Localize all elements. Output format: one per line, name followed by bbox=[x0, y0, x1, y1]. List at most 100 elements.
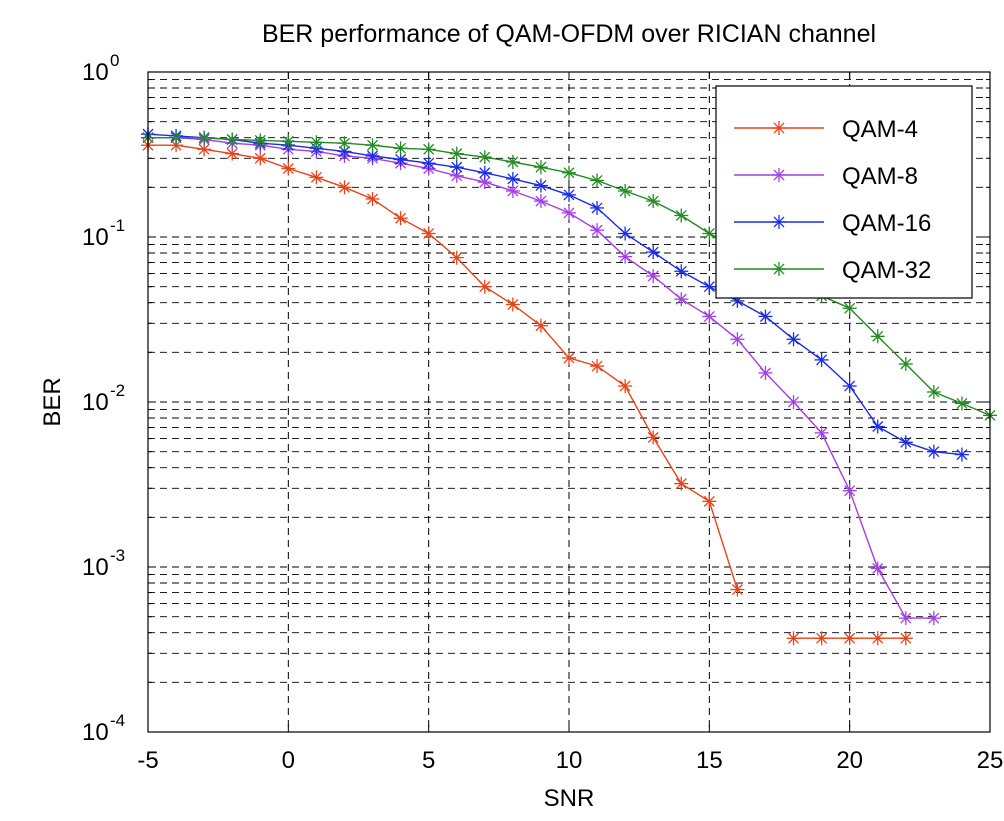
x-axis-label: SNR bbox=[544, 785, 595, 812]
data-point bbox=[730, 332, 745, 347]
y-tick-base: 10 bbox=[82, 224, 109, 251]
data-point bbox=[646, 194, 661, 209]
legend-entries: QAM-4 QAM-8 QAM-16 QAM-32 bbox=[734, 116, 931, 284]
x-tick-label: 10 bbox=[556, 747, 583, 774]
data-point bbox=[533, 194, 548, 209]
y-tick-label: 10 0 bbox=[82, 51, 119, 86]
data-point bbox=[814, 425, 829, 440]
data-point bbox=[169, 130, 184, 145]
legend-entry: QAM-32 bbox=[734, 257, 931, 284]
data-point bbox=[646, 430, 661, 445]
y-tick-exponent: -3 bbox=[110, 546, 125, 565]
data-point bbox=[702, 226, 717, 241]
data-point bbox=[393, 152, 408, 167]
data-point bbox=[562, 165, 576, 180]
y-tick-exponent: -2 bbox=[110, 381, 125, 400]
data-point bbox=[393, 141, 408, 156]
data-point bbox=[618, 379, 633, 394]
data-point bbox=[786, 332, 801, 347]
data-point bbox=[618, 249, 633, 264]
data-point bbox=[702, 494, 717, 509]
x-tick-label: -5 bbox=[137, 747, 158, 774]
x-tick-label: 0 bbox=[282, 747, 295, 774]
data-point bbox=[842, 483, 857, 498]
data-point bbox=[898, 611, 913, 626]
legend-marker bbox=[772, 262, 786, 276]
y-tick-label: 10 -1 bbox=[82, 216, 125, 251]
data-point bbox=[562, 350, 576, 365]
data-point bbox=[365, 191, 380, 206]
y-tick-label: 10 -4 bbox=[82, 711, 125, 746]
data-point bbox=[786, 395, 801, 409]
y-tick-exponent: -4 bbox=[110, 711, 125, 730]
data-point bbox=[337, 180, 352, 195]
data-point bbox=[449, 146, 464, 161]
data-point bbox=[505, 297, 520, 312]
data-point bbox=[926, 384, 941, 399]
legend-label: QAM-4 bbox=[842, 116, 918, 143]
series-layer bbox=[141, 127, 997, 646]
data-point bbox=[505, 184, 520, 199]
data-point bbox=[197, 130, 212, 145]
data-point bbox=[225, 132, 240, 147]
y-tick-label: 10 -2 bbox=[82, 381, 125, 416]
x-tick-label: 15 bbox=[696, 747, 723, 774]
legend-marker bbox=[772, 215, 786, 229]
data-point bbox=[449, 168, 464, 183]
data-point bbox=[449, 250, 464, 265]
data-point bbox=[421, 156, 436, 171]
data-point bbox=[954, 447, 969, 462]
data-point bbox=[253, 151, 268, 166]
data-point bbox=[309, 170, 324, 185]
data-point bbox=[590, 173, 605, 188]
data-point bbox=[898, 356, 913, 371]
data-point bbox=[898, 631, 913, 646]
data-point bbox=[814, 352, 829, 367]
data-point bbox=[533, 160, 548, 175]
data-point bbox=[533, 178, 548, 193]
data-point bbox=[842, 301, 857, 316]
data-point bbox=[842, 379, 857, 394]
data-point bbox=[870, 419, 885, 434]
data-point bbox=[674, 292, 689, 307]
data-point bbox=[197, 142, 212, 157]
data-point bbox=[505, 171, 520, 186]
data-point bbox=[702, 309, 717, 324]
legend-label: QAM-8 bbox=[842, 163, 918, 190]
y-tick-base: 10 bbox=[82, 719, 109, 746]
data-point bbox=[702, 279, 717, 294]
legend-entry: QAM-4 bbox=[734, 116, 918, 143]
x-tick-label: 5 bbox=[422, 747, 435, 774]
y-axis-label: BER bbox=[39, 377, 66, 426]
data-point bbox=[590, 200, 605, 215]
data-point bbox=[562, 205, 576, 220]
plot-frame bbox=[147, 71, 991, 733]
x-tick-label: 25 bbox=[977, 747, 1004, 774]
data-point bbox=[786, 631, 801, 646]
series-qam-32 bbox=[141, 130, 997, 423]
data-point bbox=[421, 226, 436, 241]
data-point bbox=[562, 187, 576, 202]
chart-title: BER performance of QAM-OFDM over RICIAN … bbox=[262, 20, 876, 48]
data-point bbox=[758, 365, 773, 380]
data-point bbox=[477, 150, 492, 165]
y-tick-base: 10 bbox=[82, 389, 109, 416]
data-point bbox=[926, 444, 941, 459]
data-point bbox=[870, 561, 885, 576]
y-tick-exponent: -1 bbox=[110, 216, 125, 235]
data-point bbox=[281, 161, 296, 176]
data-point bbox=[253, 133, 268, 148]
legend-entry: QAM-16 bbox=[734, 210, 931, 237]
data-point bbox=[870, 329, 885, 344]
data-point bbox=[758, 309, 773, 324]
data-point bbox=[870, 631, 885, 646]
data-point bbox=[281, 134, 296, 149]
data-point bbox=[926, 611, 941, 626]
data-point bbox=[477, 279, 492, 294]
legend-marker bbox=[772, 168, 786, 182]
y-tick-base: 10 bbox=[82, 554, 109, 581]
data-point bbox=[477, 165, 492, 180]
